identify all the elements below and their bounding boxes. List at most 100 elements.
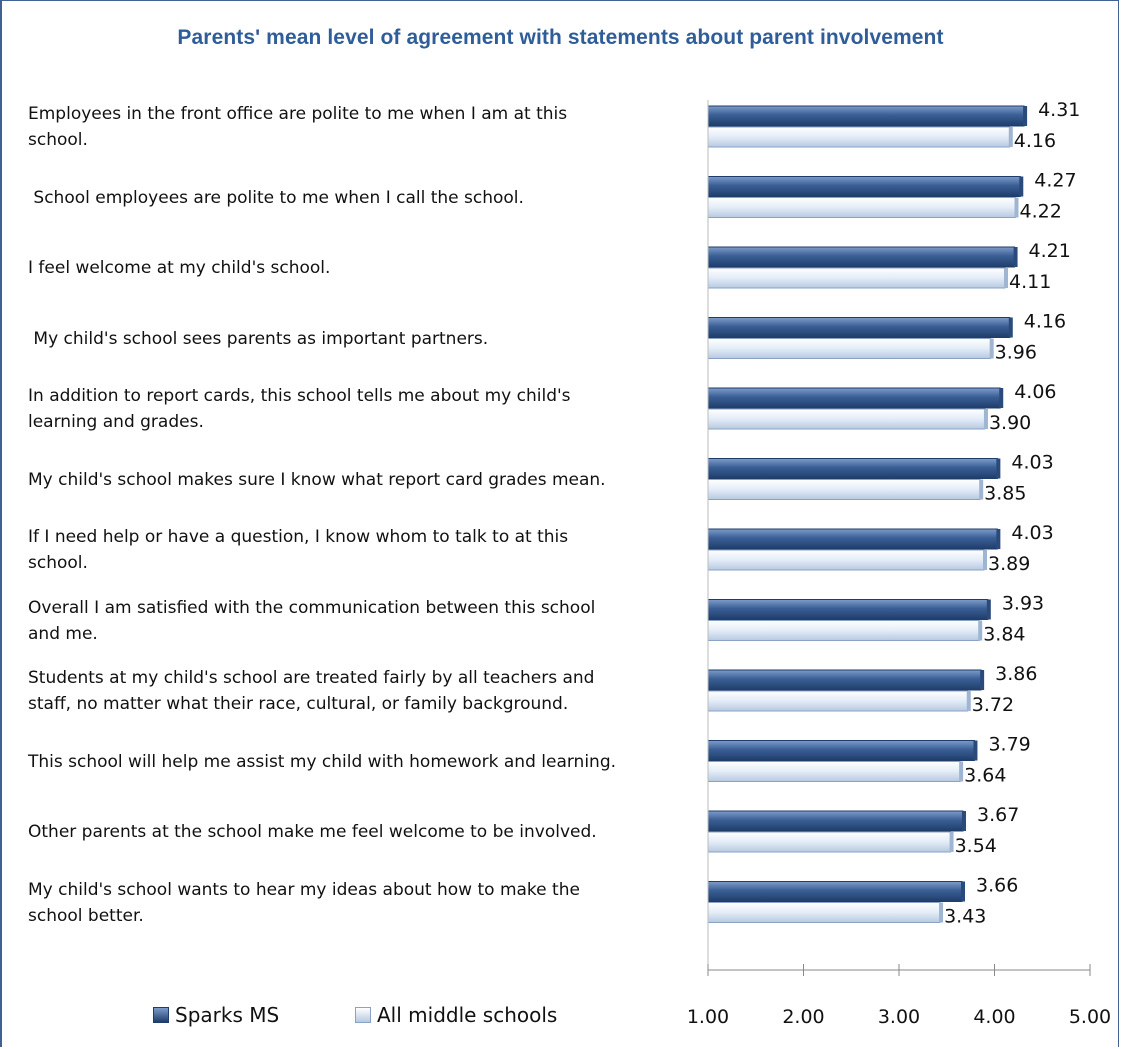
category-label: My child's school makes sure I know what… — [28, 467, 708, 493]
bar-sparks-ms — [707, 740, 975, 761]
category-label-line: My child's school sees parents as import… — [28, 328, 489, 349]
category-label: If I need help or have a question, I kno… — [28, 524, 708, 576]
x-tick-label: 3.00 — [878, 1006, 920, 1028]
category-label: Overall I am satisfied with the communic… — [28, 595, 708, 647]
data-label: 3.96 — [995, 342, 1037, 364]
data-label: 3.67 — [977, 804, 1019, 826]
bar-end-cap — [961, 811, 966, 831]
category-label-line: My child's school wants to hear my ideas… — [28, 879, 580, 900]
bar-end-cap — [996, 458, 1001, 479]
x-tick-label: 5.00 — [1069, 1006, 1111, 1028]
data-label: 4.03 — [1011, 522, 1053, 544]
data-label: 3.79 — [988, 734, 1030, 756]
data-label: 3.85 — [984, 483, 1026, 505]
category-label: In addition to report cards, this school… — [28, 383, 708, 435]
bar-end-cap — [961, 881, 966, 902]
bar-end-cap — [978, 620, 983, 641]
category-label-line: school better. — [28, 905, 144, 926]
category-label: School employees are polite to me when I… — [28, 185, 708, 211]
bar-sparks-ms — [707, 458, 998, 479]
data-label: 3.66 — [976, 875, 1018, 897]
data-label: 4.27 — [1034, 170, 1076, 192]
data-label: 3.86 — [995, 663, 1037, 685]
bar-all-middle-schools — [707, 761, 961, 782]
bar-sparks-ms — [707, 105, 1025, 127]
category-label-line: school. — [28, 130, 88, 150]
bar-sparks-ms — [707, 810, 964, 832]
bar-end-cap — [939, 902, 944, 923]
data-label: 4.31 — [1038, 99, 1080, 121]
data-label: 4.06 — [1014, 381, 1056, 403]
data-label: 4.16 — [1014, 130, 1056, 152]
x-tick-label: 2.00 — [782, 1006, 824, 1028]
bar-all-middle-schools — [707, 267, 1006, 289]
bar-end-cap — [1008, 127, 1013, 147]
category-label-line: Other parents at the school make me feel… — [28, 822, 597, 842]
bar-end-cap — [1008, 317, 1013, 338]
x-tick-label: 4.00 — [973, 1006, 1015, 1028]
category-label-line: I feel welcome at my child's school. — [28, 258, 331, 278]
bar-sparks-ms — [707, 176, 1021, 197]
bar-end-cap — [973, 740, 978, 761]
data-label: 4.16 — [1024, 311, 1066, 333]
bar-end-cap — [1013, 247, 1018, 267]
category-label-line: If I need help or have a question, I kno… — [28, 527, 569, 547]
data-label: 3.72 — [972, 694, 1014, 716]
data-label: 4.21 — [1029, 240, 1071, 262]
data-label: 3.54 — [955, 835, 997, 857]
data-label: 4.11 — [1009, 271, 1051, 293]
bar-all-middle-schools — [707, 338, 992, 359]
category-label: Employees in the front office are polite… — [28, 101, 708, 153]
bar-all-middle-schools — [707, 408, 986, 430]
data-label: 3.64 — [964, 765, 1006, 787]
x-tick-label: 1.00 — [687, 1006, 729, 1028]
category-label: Students at my child's school are treate… — [28, 665, 708, 717]
bar-sparks-ms — [707, 246, 1016, 268]
category-label-line: This school will help me assist my child… — [28, 751, 617, 772]
bar-all-middle-schools — [707, 902, 941, 923]
category-label: My child's school sees parents as import… — [28, 326, 708, 352]
category-label-line: learning and grades. — [28, 412, 204, 432]
category-label-line: School employees are polite to me when I… — [28, 187, 524, 208]
bar-all-middle-schools — [707, 549, 985, 571]
category-label: My child's school wants to hear my ideas… — [28, 877, 708, 929]
bar-all-middle-schools — [707, 126, 1011, 148]
category-label-line: My child's school makes sure I know what… — [28, 469, 606, 490]
data-label: 4.22 — [1020, 201, 1062, 223]
category-label-line: Students at my child's school are treate… — [28, 668, 595, 688]
data-label: 3.89 — [988, 553, 1030, 575]
chart-title: Parents' mean level of agreement with st… — [177, 26, 944, 49]
legend-item-sparks: Sparks MS — [153, 1000, 279, 1030]
data-label: 4.03 — [1011, 452, 1053, 474]
legend-swatch-sparks — [153, 1007, 169, 1023]
bar-sparks-ms — [707, 669, 982, 691]
category-label-line: Employees in the front office are polite… — [28, 104, 568, 124]
bar-end-cap — [986, 599, 991, 620]
legend-swatch-all-middle — [355, 1007, 371, 1023]
bar-end-cap — [980, 670, 985, 690]
bar-end-cap — [983, 409, 988, 429]
bar-end-cap — [959, 761, 964, 782]
bar-sparks-ms — [707, 317, 1011, 338]
category-label: I feel welcome at my child's school. — [28, 255, 708, 281]
legend-label-sparks: Sparks MS — [175, 1003, 280, 1027]
bar-end-cap — [1014, 197, 1019, 218]
data-label: 3.93 — [1002, 593, 1044, 615]
bar-end-cap — [999, 388, 1004, 408]
bar-sparks-ms — [707, 387, 1001, 409]
bar-end-cap — [1019, 176, 1024, 197]
bar-end-cap — [949, 832, 954, 852]
category-label: Other parents at the school make me feel… — [28, 819, 708, 845]
bar-end-cap — [989, 338, 994, 359]
bar-end-cap — [979, 479, 984, 500]
category-label: This school will help me assist my child… — [28, 749, 708, 775]
bar-all-middle-schools — [707, 479, 981, 500]
bar-all-middle-schools — [707, 197, 1017, 218]
category-label-line: school. — [28, 553, 88, 573]
data-label: 3.84 — [983, 624, 1025, 646]
legend-label-all-middle: All middle schools — [377, 1003, 558, 1027]
bar-all-middle-schools — [707, 690, 969, 712]
bar-end-cap — [966, 691, 971, 711]
